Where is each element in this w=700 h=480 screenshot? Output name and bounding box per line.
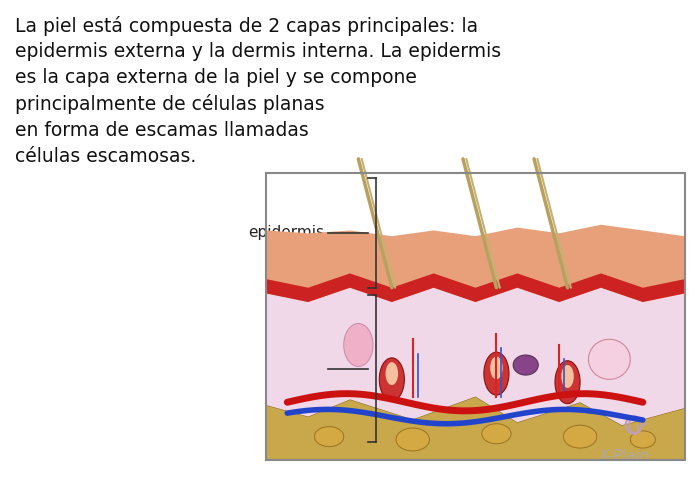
Circle shape (396, 428, 430, 451)
Circle shape (482, 424, 511, 444)
Ellipse shape (344, 324, 373, 366)
Polygon shape (266, 396, 685, 459)
Text: La piel está compuesta de 2 capas principales: la
epidermis externa y la dermis : La piel está compuesta de 2 capas princi… (15, 16, 501, 166)
Ellipse shape (490, 357, 503, 379)
Polygon shape (266, 274, 685, 302)
Ellipse shape (379, 358, 405, 401)
Circle shape (564, 425, 597, 448)
Polygon shape (266, 288, 685, 425)
Polygon shape (266, 225, 685, 302)
Ellipse shape (513, 355, 538, 375)
Ellipse shape (484, 352, 509, 395)
Ellipse shape (589, 339, 630, 379)
Circle shape (314, 427, 344, 446)
Text: dermis: dermis (272, 361, 324, 376)
Text: epidermis: epidermis (248, 225, 324, 240)
Text: X-Plain: X-Plain (598, 449, 650, 464)
Ellipse shape (561, 365, 574, 388)
Ellipse shape (555, 361, 580, 404)
Circle shape (630, 431, 655, 448)
Ellipse shape (386, 362, 398, 385)
